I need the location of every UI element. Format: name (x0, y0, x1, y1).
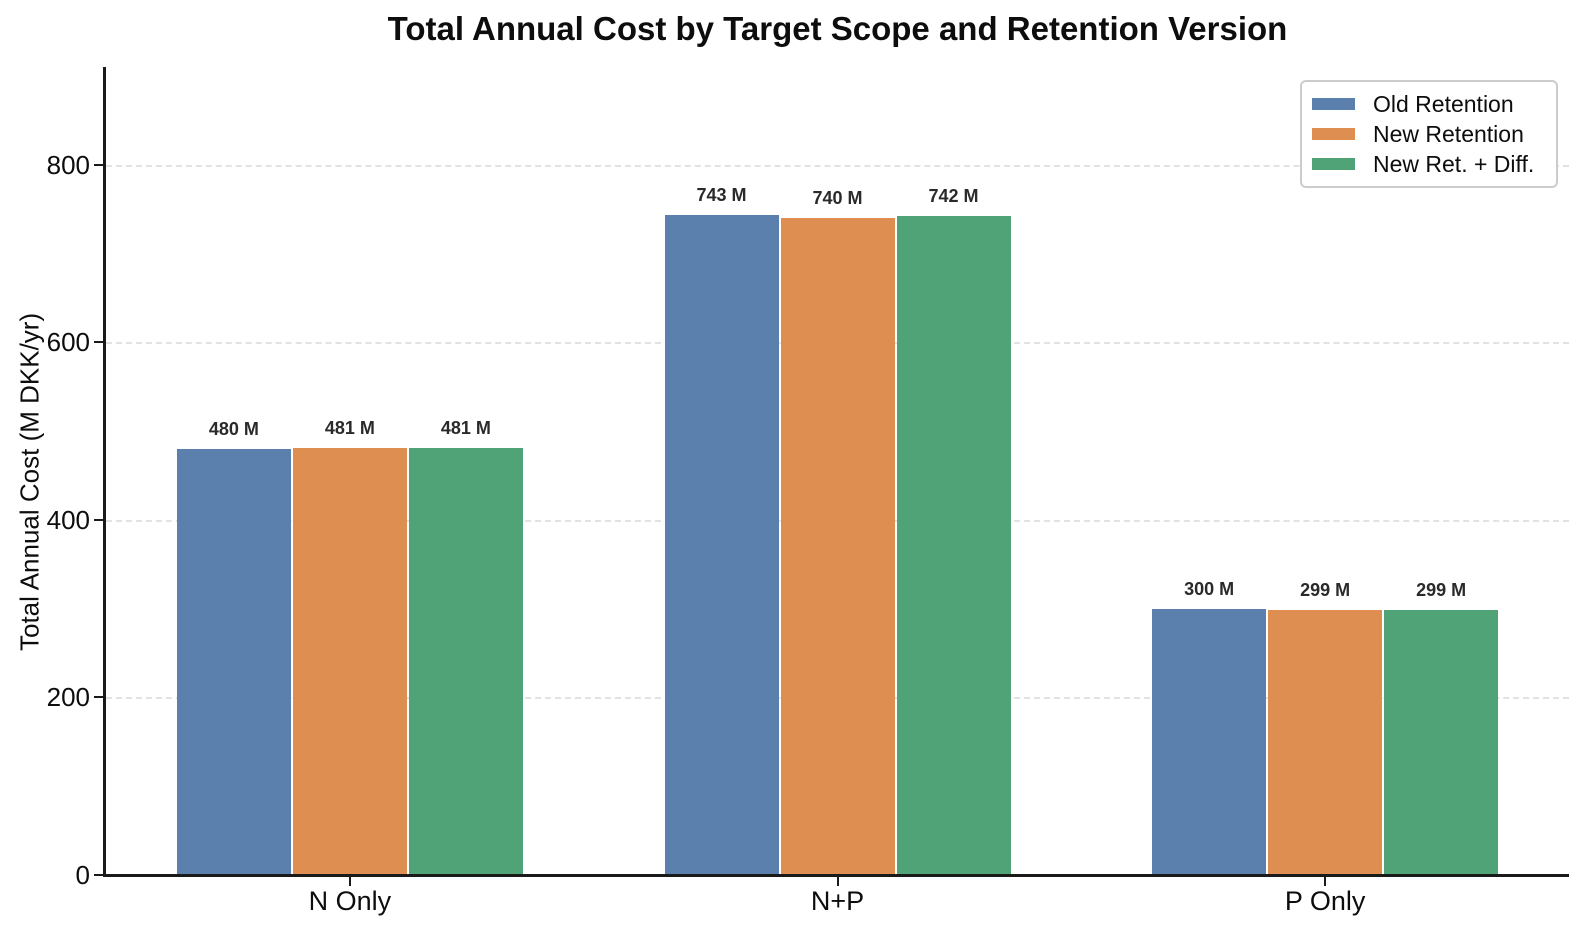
y-tick-mark-600 (94, 341, 103, 344)
bar-new-ret-diff-n-p (896, 216, 1011, 875)
x-tick-mark-1 (836, 877, 839, 886)
y-tick-mark-800 (94, 163, 103, 166)
legend-swatch-icon (1312, 128, 1355, 140)
legend-item-new-ret-diff: New Ret. + Diff. (1312, 151, 1542, 177)
legend-item-label: Old Retention (1373, 90, 1514, 117)
bar-value-label: 743 M (696, 185, 747, 206)
bar-value-label: 300 M (1184, 578, 1235, 599)
bar-new-ret-diff-n-only (408, 447, 523, 875)
bar-value-label: 740 M (812, 187, 863, 208)
x-tick-mark-0 (348, 877, 351, 886)
x-tick-label-n-p: N+P (810, 886, 865, 916)
bar-new-retention-n-p (780, 217, 895, 875)
x-tick-label-p-only: P Only (1284, 886, 1366, 916)
y-tick-label-400: 400 (46, 504, 90, 535)
bar-old-retention-p-only (1152, 608, 1267, 875)
x-axis-spine (103, 874, 1569, 877)
bar-value-label: 299 M (1416, 579, 1467, 600)
legend-item-old-retention: Old Retention (1312, 91, 1542, 117)
legend: Old Retention New Retention New Ret. + Dif… (1300, 80, 1558, 188)
y-axis-spine (103, 67, 106, 877)
bar-value-label: 481 M (440, 417, 491, 438)
gridline-y-800 (106, 164, 1569, 167)
bar-value-label: 481 M (324, 417, 375, 438)
legend-swatch-icon (1312, 98, 1355, 110)
y-axis-label-text: Total Annual Cost (M DKK/yr) (14, 312, 45, 651)
chart-title: Total Annual Cost by Target Scope and Re… (387, 10, 1288, 47)
bar-new-retention-n-only (292, 447, 407, 875)
y-tick-label-800: 800 (46, 149, 90, 180)
plot-area: 480 M 481 M 481 M 743 M 740 M 742 M 300 M 299 M… (106, 67, 1569, 875)
bar-new-retention-p-only (1268, 609, 1383, 875)
legend-item-label: New Ret. + Diff. (1373, 150, 1535, 177)
x-tick-mark-2 (1324, 877, 1327, 886)
bar-value-label: 299 M (1300, 579, 1351, 600)
bar-value-label: 480 M (208, 418, 259, 439)
y-tick-label-200: 200 (46, 682, 90, 713)
legend-item-new-retention: New Retention (1312, 121, 1542, 147)
y-tick-label-600: 600 (46, 327, 90, 358)
legend-swatch-icon (1312, 158, 1355, 170)
bar-value-label: 742 M (928, 186, 979, 207)
bar-old-retention-n-p (664, 215, 779, 875)
legend-item-label: New Retention (1373, 120, 1524, 147)
bar-new-ret-diff-p-only (1384, 609, 1499, 875)
bar-old-retention-n-only (176, 448, 291, 875)
y-tick-mark-400 (94, 518, 103, 521)
x-tick-label-n-only: N Only (308, 886, 392, 916)
y-tick-mark-200 (94, 696, 103, 699)
y-tick-label-0: 0 (75, 860, 90, 890)
y-tick-mark-0 (94, 874, 103, 876)
